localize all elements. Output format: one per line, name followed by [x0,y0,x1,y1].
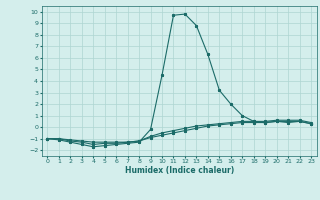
X-axis label: Humidex (Indice chaleur): Humidex (Indice chaleur) [124,166,234,175]
